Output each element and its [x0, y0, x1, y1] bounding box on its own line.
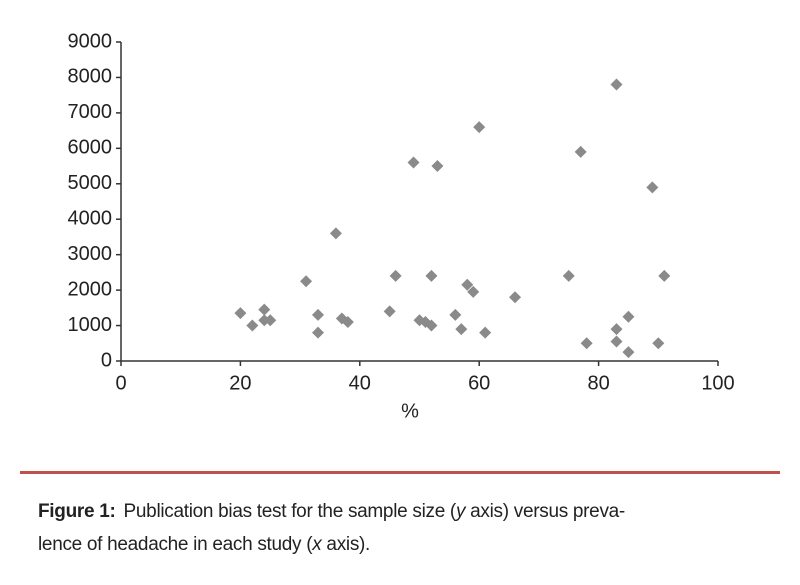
point — [479, 326, 492, 339]
point — [658, 269, 671, 282]
caption-text: axis) versus preva- — [465, 501, 625, 522]
point — [467, 285, 480, 298]
x-tick-label: 100 — [701, 372, 734, 394]
point — [455, 323, 468, 336]
point — [580, 337, 593, 350]
caption-label: Figure 1: — [38, 501, 116, 522]
y-tick-label: 7000 — [68, 101, 113, 123]
point — [341, 316, 354, 329]
point — [449, 308, 462, 321]
point — [264, 314, 277, 327]
point — [473, 121, 486, 134]
point — [312, 326, 325, 339]
point — [610, 335, 623, 348]
point — [622, 346, 635, 359]
point — [646, 181, 659, 194]
caption-text: Publication bias test for the sample siz… — [123, 501, 457, 522]
point — [383, 305, 396, 318]
point — [622, 310, 635, 323]
point — [258, 303, 271, 316]
point — [389, 269, 402, 282]
x-tick-label: 20 — [229, 372, 251, 394]
x-tick-label: 60 — [468, 372, 490, 394]
point — [562, 269, 575, 282]
point — [329, 227, 342, 240]
point — [574, 145, 587, 158]
point — [431, 160, 444, 173]
y-tick-label: 2000 — [68, 278, 113, 300]
point — [610, 323, 623, 336]
caption-line: Figure 1: Publication bias test for the s… — [38, 495, 778, 528]
point — [300, 275, 313, 288]
x-tick-label: 40 — [349, 372, 371, 394]
point — [407, 156, 420, 169]
point — [461, 278, 474, 291]
point — [652, 337, 665, 350]
caption-text: axis). — [321, 534, 371, 555]
point — [425, 269, 438, 282]
y-tick-label: 6000 — [68, 137, 113, 159]
x-tick-label: 0 — [115, 372, 126, 394]
caption-text: y — [455, 501, 466, 522]
chart: % 0 1000 2000 3000 4000 5000 6000 7000 8000 9000 0… — [68, 30, 735, 422]
y-tick-label: 0 — [101, 349, 112, 371]
y-tick-label: 8000 — [68, 66, 113, 88]
x-tick-label: 80 — [587, 372, 609, 394]
caption-text: x — [312, 534, 322, 555]
y-tick-label: 4000 — [68, 208, 113, 230]
caption-line: lence of headache in each study (x axis)… — [38, 528, 778, 561]
point — [312, 308, 325, 321]
point — [246, 319, 259, 332]
point — [425, 319, 438, 332]
caption: Figure 1: Publication bias test for the s… — [38, 495, 778, 561]
y-tick-label: 1000 — [68, 314, 113, 336]
separator — [20, 471, 780, 474]
point — [509, 291, 522, 304]
y-tick-label: 3000 — [68, 243, 113, 265]
caption-text: lence of headache in each study ( — [38, 534, 313, 555]
x-axis-label: % — [401, 400, 419, 422]
point — [234, 307, 247, 320]
point — [610, 78, 623, 91]
y-tick-label: 5000 — [68, 172, 113, 194]
y-tick-label: 9000 — [68, 30, 113, 52]
